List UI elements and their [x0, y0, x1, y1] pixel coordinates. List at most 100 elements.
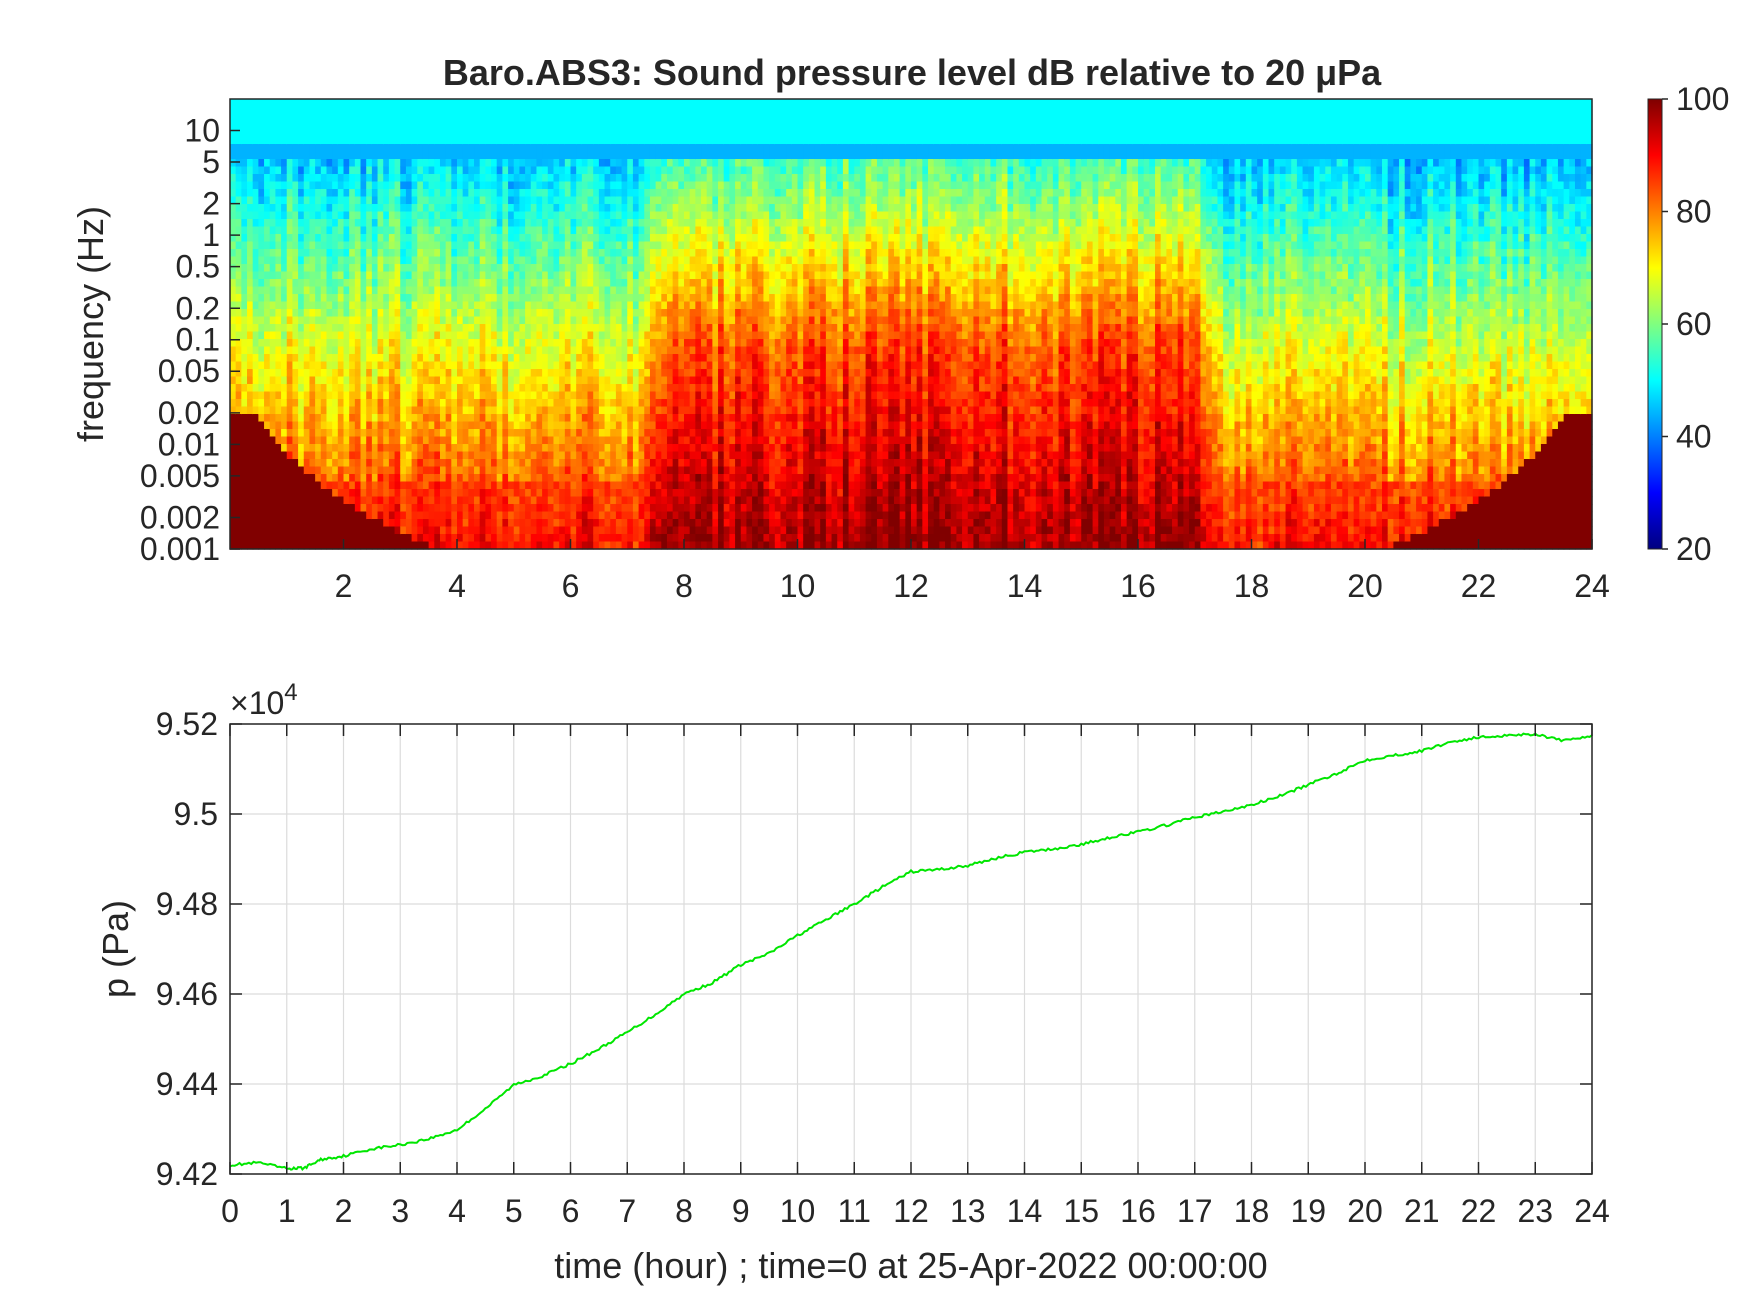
heatmap-cell [326, 489, 333, 498]
heatmap-cell [275, 361, 282, 370]
heatmap-cell [388, 339, 396, 348]
heatmap-cell [343, 481, 350, 490]
heatmap-cell [479, 279, 486, 288]
heatmap-cell [360, 421, 367, 430]
heatmap-cell [684, 264, 691, 273]
heatmap-cell [241, 159, 248, 168]
heatmap-cell [315, 144, 322, 153]
heatmap-cell [655, 459, 662, 468]
heatmap-cell [405, 204, 413, 213]
heatmap-cell [264, 241, 271, 250]
heatmap-cell [502, 159, 509, 168]
heatmap-cell [343, 534, 350, 543]
heatmap-cell [292, 369, 299, 378]
heatmap-cell [621, 534, 628, 543]
heatmap-cell [269, 489, 276, 498]
heatmap-cell [377, 414, 384, 423]
heatmap-cell [366, 174, 373, 183]
heatmap-cell [587, 391, 594, 400]
heatmap-cell [547, 256, 555, 265]
heatmap-cell [491, 361, 498, 370]
heatmap-cell [655, 519, 662, 528]
heatmap-cell [405, 354, 413, 363]
heatmap-cell [672, 331, 679, 340]
heatmap-cell [400, 481, 407, 490]
heatmap-cell [428, 429, 435, 438]
heatmap-cell [258, 234, 265, 243]
heatmap-cell [627, 504, 634, 513]
heatmap-cell [672, 429, 679, 438]
heatmap-cell [689, 339, 696, 348]
heatmap-cell [610, 129, 617, 138]
heatmap-cell [621, 219, 628, 228]
heatmap-cell [604, 376, 611, 385]
heatmap-cell [655, 414, 662, 423]
heatmap-cell [349, 534, 356, 543]
heatmap-cell [439, 99, 447, 108]
heatmap-cell [394, 114, 401, 123]
heatmap-cell [587, 384, 594, 393]
heatmap-cell [247, 444, 254, 453]
heatmap-cell [678, 421, 685, 430]
heatmap-cell [451, 279, 458, 288]
heatmap-cell [405, 211, 413, 220]
heatmap-cell [474, 241, 481, 250]
heatmap-cell [258, 144, 265, 153]
heatmap-cell [525, 249, 532, 258]
heatmap-cell [649, 234, 657, 243]
heatmap-cell [508, 451, 515, 460]
heatmap-cell [627, 459, 634, 468]
heatmap-cell [252, 99, 259, 108]
heatmap-cell [235, 151, 242, 160]
heatmap-cell [462, 414, 469, 423]
heatmap-cell [320, 324, 328, 333]
heatmap-cell [332, 451, 339, 460]
heatmap-cell [298, 144, 305, 153]
heatmap-cell [371, 181, 379, 190]
heatmap-cell [332, 534, 339, 543]
heatmap-cell [252, 174, 259, 183]
heatmap-cell [468, 526, 475, 535]
heatmap-cell [309, 181, 316, 190]
heatmap-cell [241, 436, 248, 445]
heatmap-cell [230, 256, 237, 265]
heatmap-cell [644, 114, 651, 123]
heatmap-cell [474, 151, 481, 160]
heatmap-cell [621, 376, 628, 385]
heatmap-cell [303, 144, 311, 153]
heatmap-cell [689, 436, 696, 445]
heatmap-cell [241, 384, 248, 393]
heatmap-cell [485, 331, 492, 340]
heatmap-cell [604, 429, 611, 438]
heatmap-cell [360, 511, 367, 520]
heatmap-cell [337, 316, 345, 325]
heatmap-cell [513, 211, 521, 220]
heatmap-cell [684, 541, 691, 550]
heatmap-cell [610, 121, 617, 130]
heatmap-cell [371, 219, 379, 228]
heatmap-cell [479, 399, 486, 408]
heatmap-cell [661, 346, 668, 355]
heatmap-cell [547, 384, 555, 393]
heatmap-cell [689, 129, 696, 138]
heatmap-cell [644, 106, 651, 115]
heatmap-cell [496, 286, 503, 295]
heatmap-cell [366, 466, 373, 475]
heatmap-cell [491, 174, 498, 183]
heatmap-cell [451, 436, 458, 445]
heatmap-cell [547, 151, 555, 160]
heatmap-cell [621, 414, 628, 423]
heatmap-cell [377, 376, 384, 385]
heatmap-cell [377, 436, 384, 445]
heatmap-cell [457, 436, 464, 445]
heatmap-cell [593, 144, 600, 153]
heatmap-cell [655, 309, 662, 318]
heatmap-cell [519, 354, 526, 363]
heatmap-cell [530, 144, 538, 153]
heatmap-cell [451, 519, 458, 528]
heatmap-cell [519, 414, 526, 423]
heatmap-cell [417, 429, 424, 438]
heatmap-cell [627, 384, 634, 393]
heatmap-cell [377, 459, 384, 468]
heatmap-cell [292, 376, 299, 385]
